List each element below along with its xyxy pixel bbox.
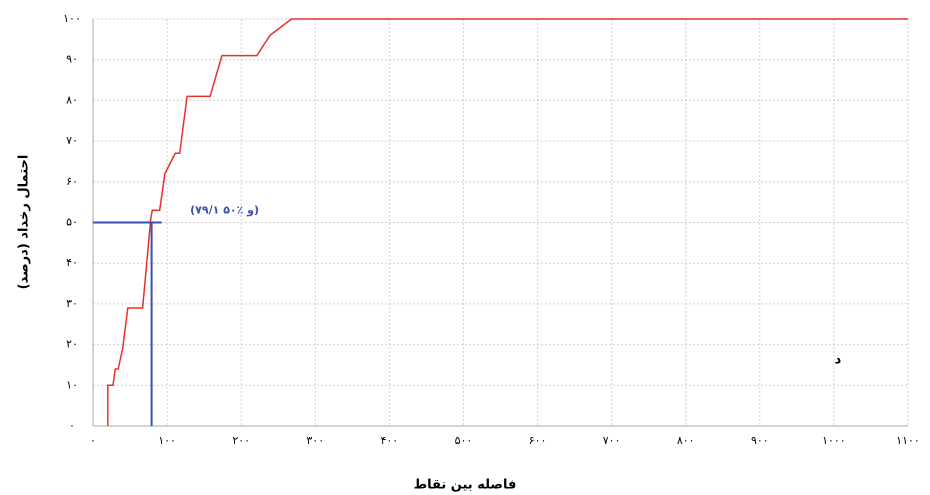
y-tick-label: ۳۰ (66, 297, 78, 310)
y-tick-label: ۹۰ (66, 53, 78, 66)
x-tick-label: ۱۰۰۰ (822, 434, 846, 447)
data-line (107, 18, 908, 426)
y-tick-label: ۲۰ (66, 338, 78, 351)
y-tick-label: ۰ (69, 419, 75, 432)
x-tick-label: ۸۰۰ (677, 434, 695, 447)
x-tick-label: ۰ (90, 434, 96, 447)
panel-label: د (835, 353, 842, 368)
y-tick-label: ۱۰۰ (63, 12, 81, 25)
y-tick-label: ۱۰ (66, 378, 78, 391)
y-tick-label: ۵۰ (66, 216, 78, 229)
y-tick-label: ۸۰ (66, 93, 78, 106)
x-tick-label: ۵۰۰ (455, 434, 473, 447)
x-tick-label: ۷۰۰ (603, 434, 621, 447)
x-tick-label: ۳۰۰ (306, 434, 324, 447)
x-tick-label: ۶۰۰ (529, 434, 547, 447)
x-tick-label: ۱۰۰ (158, 434, 176, 447)
y-tick-label: ۶۰ (66, 175, 78, 188)
x-tick-label: ۴۰۰ (380, 434, 398, 447)
y-axis-label: احتمال رخداد (درصد) (17, 155, 32, 290)
x-tick-label: ۹۰۰ (751, 434, 769, 447)
y-tick-label: ۴۰ (66, 256, 78, 269)
x-tick-label: ۱۱۰۰ (896, 434, 920, 447)
x-axis-label: فاصله بین نقاط (414, 478, 517, 493)
y-tick-label: ۷۰ (66, 134, 78, 147)
annotation: (۷۹/۱ و ٪۵۰) (190, 204, 259, 217)
x-tick-label: ۲۰۰ (232, 434, 250, 447)
